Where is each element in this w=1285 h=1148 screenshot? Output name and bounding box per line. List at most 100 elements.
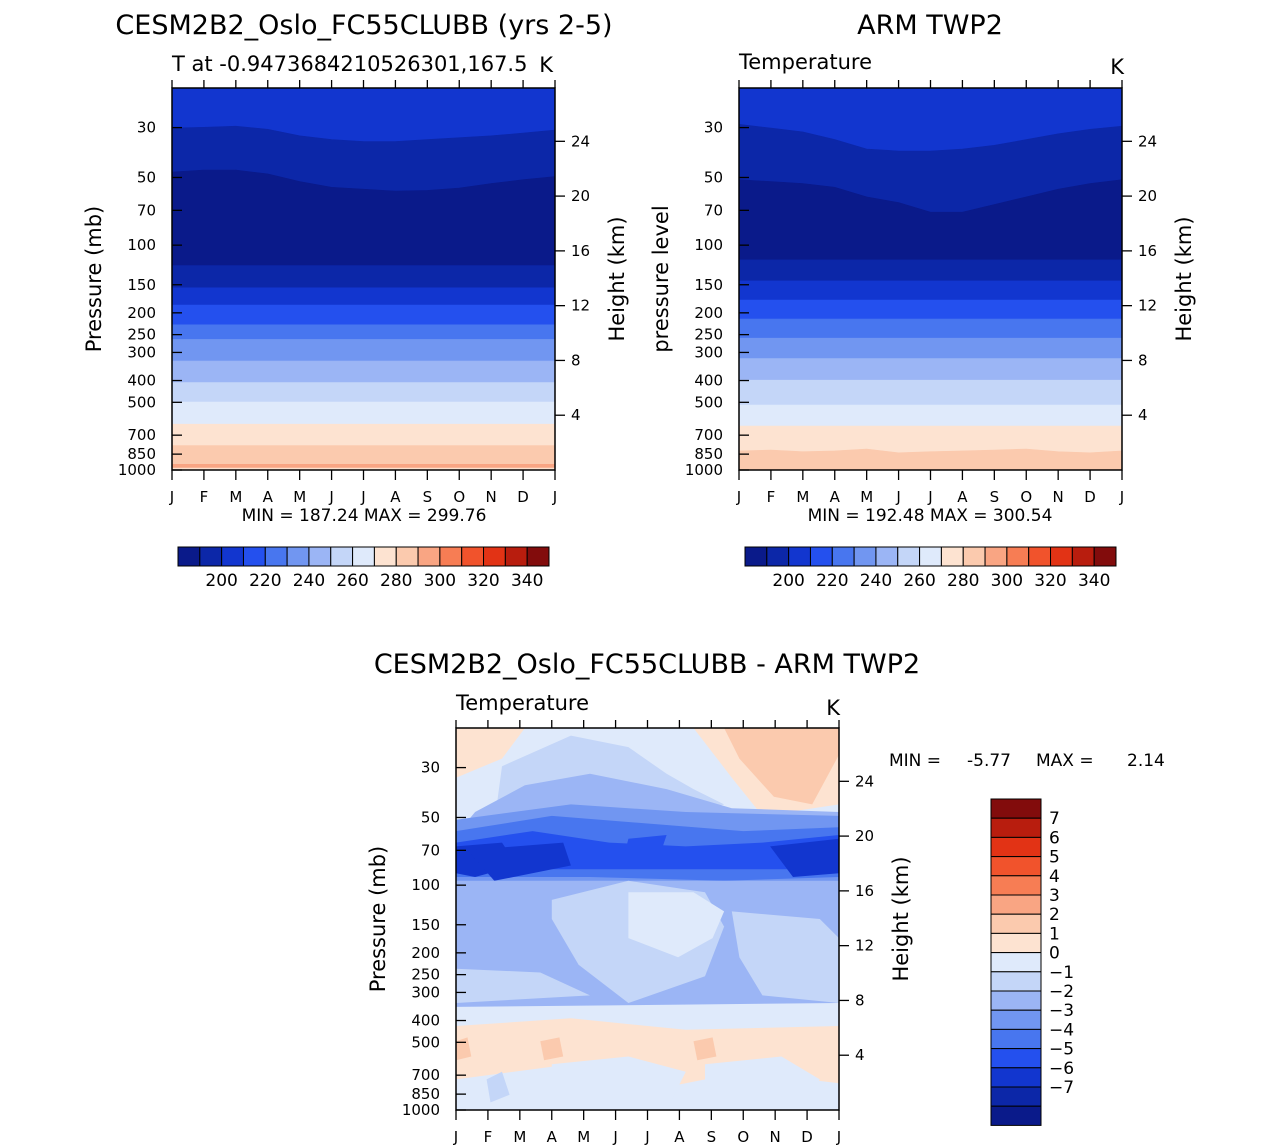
y2-axis-label: Height (km) — [889, 856, 913, 981]
colorbar-swatch — [990, 1067, 1042, 1088]
colorbar-swatch — [373, 546, 397, 567]
y-tick-label: 100 — [127, 236, 156, 254]
x-tick-label: M — [860, 488, 873, 506]
panel-subtitle: Temperature — [455, 691, 589, 715]
x-tick-label: A — [390, 488, 401, 506]
y-tick-label: 100 — [411, 876, 440, 894]
colorbar-label: 320 — [1034, 571, 1066, 591]
y-axis-label: pressure level — [649, 205, 673, 352]
x-tick-label: M — [513, 1128, 526, 1146]
y2-tick-label: 24 — [1138, 132, 1157, 150]
contour-region — [486, 1071, 510, 1103]
colorbar-swatch — [483, 546, 506, 567]
panel-model-temperature: CESM2B2_Oslo_FC55CLUBB (yrs 2-5) T at -0… — [82, 10, 629, 591]
min-max-stats: MIN = 187.24 MAX = 299.76 — [242, 506, 487, 526]
x-tick-label: O — [453, 488, 465, 506]
x-tick-label: A — [957, 488, 968, 506]
x-tick-label: M — [577, 1128, 590, 1146]
x-tick-label: A — [674, 1128, 685, 1146]
colorbar-label: −3 — [1049, 1001, 1074, 1021]
y-tick-label: 70 — [137, 201, 156, 219]
y2-tick-label: 4 — [1138, 406, 1148, 424]
colorbar-swatch — [990, 932, 1042, 954]
contour-band — [172, 445, 555, 470]
y2-tick-label: 16 — [571, 242, 590, 260]
colorbar-label: 260 — [336, 571, 368, 591]
y-tick-label: 300 — [127, 343, 156, 361]
colorbar-label: 5 — [1049, 848, 1060, 868]
colorbar-swatch — [875, 546, 899, 567]
colorbar-swatch — [504, 546, 528, 567]
contour-region — [628, 892, 725, 958]
y-tick-label: 200 — [694, 304, 723, 322]
x-tick-label: S — [707, 1128, 717, 1146]
x-tick-label: J — [895, 488, 900, 506]
colorbar-swatch — [286, 546, 310, 567]
colorbar-label: 7 — [1049, 809, 1060, 829]
colorbar-label: 220 — [816, 571, 848, 591]
y2-tick-label: 8 — [1138, 351, 1148, 369]
contour-region — [456, 1018, 839, 1091]
x-tick-label: J — [927, 488, 932, 506]
y2-tick-label: 4 — [855, 1046, 865, 1064]
colorbar-swatch — [264, 546, 288, 567]
colorbar-swatch — [395, 546, 419, 567]
panel-title: ARM TWP2 — [857, 10, 1003, 41]
colorbar-label: 6 — [1049, 828, 1060, 848]
colorbar-swatch — [990, 798, 1042, 819]
colorbar-label: −1 — [1049, 963, 1074, 983]
y2-tick-label: 8 — [571, 351, 581, 369]
panel-title: CESM2B2_Oslo_FC55CLUBB (yrs 2-5) — [115, 10, 612, 41]
y-tick-label: 700 — [127, 426, 156, 444]
colorbar-swatch — [177, 546, 201, 567]
y-tick-label: 250 — [411, 966, 440, 984]
colorbar-label: 0 — [1049, 944, 1060, 964]
colorbar-swatch — [990, 894, 1042, 915]
x-tick-label: M — [229, 488, 242, 506]
colorbar-swatch — [439, 546, 463, 567]
colorbar-swatch — [461, 546, 485, 567]
y-tick-label: 100 — [694, 236, 723, 254]
y-tick-label: 850 — [127, 445, 156, 463]
colorbar-swatch — [990, 836, 1042, 858]
contour-region — [551, 1056, 686, 1110]
x-tick-label: A — [547, 1128, 558, 1146]
colorbar-swatch — [788, 546, 811, 567]
y2-tick-label: 12 — [855, 937, 874, 955]
y-tick-label: 250 — [694, 326, 723, 344]
x-tick-label: O — [737, 1128, 749, 1146]
x-tick-label: J — [169, 488, 174, 506]
x-tick-label: J — [736, 488, 741, 506]
colorbar-swatch — [1071, 546, 1095, 567]
colorbar-label: 200 — [772, 571, 804, 591]
colorbar-label: 260 — [903, 571, 935, 591]
colorbar-swatch — [990, 1048, 1042, 1069]
y-tick-label: 150 — [127, 276, 156, 294]
colorbar-swatch — [990, 990, 1042, 1011]
y2-tick-label: 24 — [571, 132, 590, 150]
contour-region — [731, 911, 839, 1003]
contour-region — [624, 835, 667, 858]
units-label: K — [826, 696, 841, 720]
colorbar-swatch — [199, 546, 223, 567]
y-tick-label: 700 — [694, 426, 723, 444]
contour-region — [456, 728, 525, 778]
x-tick-label: D — [517, 488, 529, 506]
x-tick-label: N — [1053, 488, 1064, 506]
colorbar-label: 2 — [1049, 905, 1060, 925]
x-tick-label: O — [1020, 488, 1032, 506]
units-label: K — [539, 53, 554, 77]
min-label: MIN = — [889, 751, 941, 771]
y-tick-label: 250 — [127, 326, 156, 344]
x-tick-label: J — [612, 1128, 617, 1146]
colorbar-swatch — [352, 546, 375, 567]
x-tick-label: N — [770, 1128, 781, 1146]
panel-subtitle: Temperature — [738, 50, 872, 74]
colorbar-swatch — [990, 1086, 1042, 1107]
x-tick-label: J — [360, 488, 365, 506]
y-tick-label: 300 — [694, 343, 723, 361]
y-tick-label: 30 — [704, 119, 723, 137]
